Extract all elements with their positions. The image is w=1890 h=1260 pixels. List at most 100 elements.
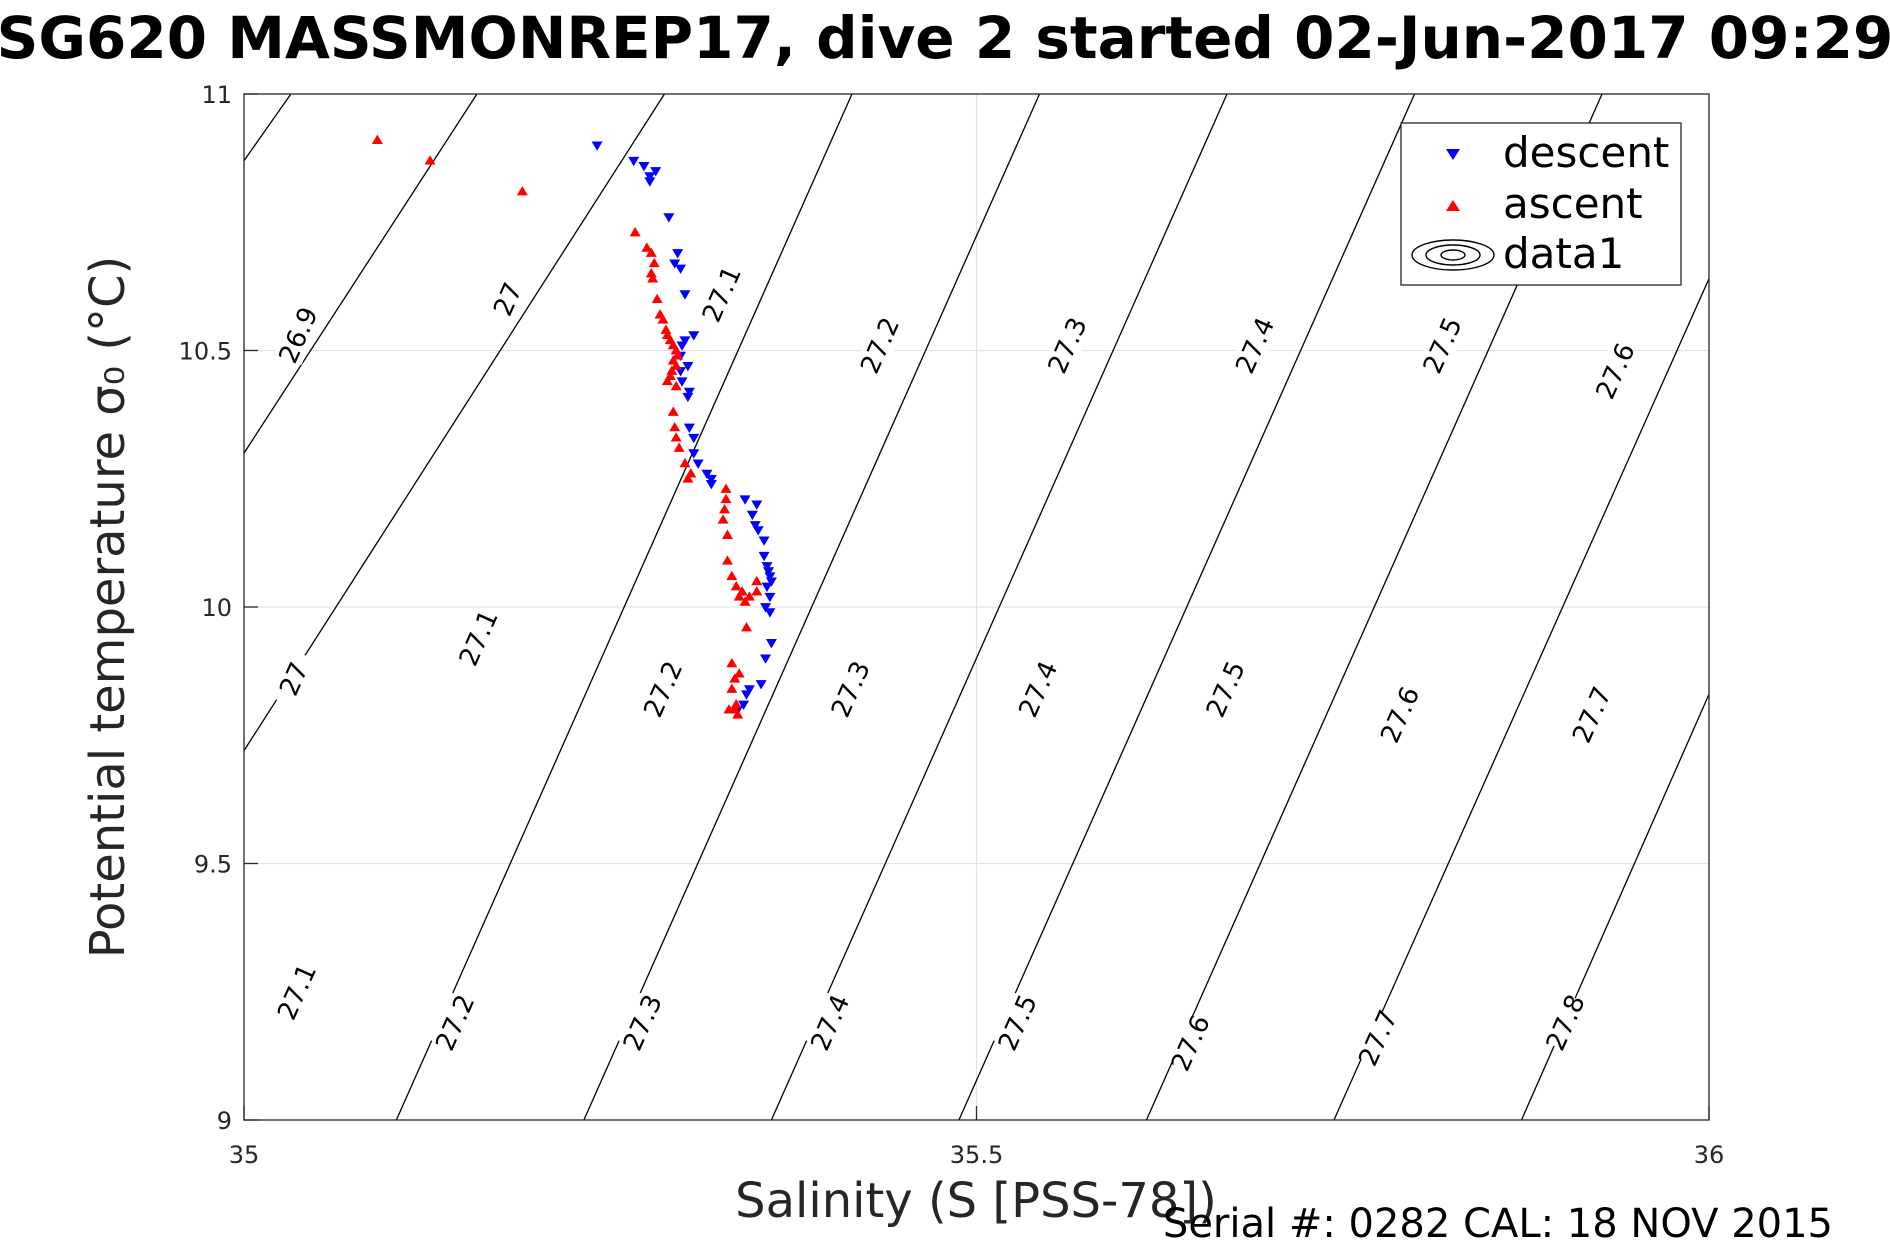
density-contour-line — [770, 93, 1228, 1121]
ascent-point — [679, 457, 691, 468]
descent-point — [755, 680, 767, 690]
descent-point — [683, 387, 695, 398]
y-tick-label: 10 — [201, 594, 232, 622]
descent-point — [675, 264, 687, 274]
contour-label-gap — [273, 305, 323, 365]
contour-label-gap — [638, 659, 688, 719]
ascent-point — [667, 406, 679, 416]
contour-label-gap — [1043, 315, 1092, 376]
grid-lines — [244, 94, 1709, 1120]
descent-point — [644, 172, 656, 182]
serial-cal-footer: Serial #: 0282 CAL: 18 NOV 2015 — [1163, 1201, 1833, 1247]
density-contour-line — [243, 93, 292, 162]
descent-point — [591, 141, 603, 151]
ascent-point — [726, 683, 738, 693]
descent-point — [758, 536, 770, 546]
contour-label-gap — [1353, 1008, 1403, 1068]
descent-point — [676, 377, 688, 387]
descent-point — [765, 639, 777, 649]
ascent-point — [629, 227, 641, 237]
contour-label-gap — [1375, 684, 1425, 745]
descent-point — [765, 577, 777, 587]
ascent-point — [730, 698, 742, 709]
axis-ticks: 35 35.5 36 9 9.5 10 10.5 11 — [179, 81, 1725, 1169]
descent-point — [746, 510, 758, 521]
descent-point — [705, 474, 717, 485]
descent-point — [650, 167, 662, 177]
contour-label-gap — [826, 659, 875, 719]
ascent-point — [641, 242, 653, 252]
ascent-point — [726, 570, 738, 581]
y-tick-label: 9.5 — [194, 851, 232, 879]
ascent-point — [651, 293, 663, 304]
ascent-point — [645, 268, 657, 278]
contour-label-gap — [697, 264, 746, 324]
x-tick-label: 36 — [1694, 1141, 1725, 1169]
ascent-point — [661, 375, 673, 386]
ascent-point — [666, 365, 678, 375]
ascent-point — [720, 493, 732, 504]
contour-label-gap — [1418, 315, 1467, 376]
descent-point — [752, 526, 764, 536]
descent-point — [738, 700, 750, 710]
descent-point — [749, 521, 761, 531]
ascent-point — [424, 155, 436, 165]
ascent-point — [657, 314, 669, 324]
ascent-point — [720, 483, 732, 493]
legend-box — [1400, 122, 1682, 286]
descent-point — [764, 608, 776, 618]
descent-point — [688, 331, 700, 341]
descent-point — [683, 423, 695, 433]
legend-data1-contour-icon — [1411, 239, 1495, 271]
legend-descent-label: descent — [1503, 128, 1669, 177]
contour-label-gap — [805, 992, 855, 1053]
ascent-point — [645, 247, 657, 257]
descent-point — [701, 469, 713, 480]
legend: descent ascent data1 — [1400, 122, 1682, 286]
contour-label-gap — [855, 315, 905, 376]
ascent-point — [729, 673, 741, 683]
contour-label-gap — [1590, 341, 1640, 401]
ascent-point — [719, 504, 731, 514]
x-tick-label: 35.5 — [950, 1141, 1003, 1169]
y-tick-label: 11 — [201, 81, 232, 109]
x-axis-title: Salinity (S [PSS-78]) — [735, 1173, 1217, 1229]
ascent-point — [660, 324, 672, 334]
ascent-point — [732, 709, 744, 719]
descent-point — [663, 213, 675, 223]
y-tick-label: 9 — [217, 1107, 232, 1135]
ascent-point — [371, 134, 383, 145]
descent-point — [692, 459, 704, 469]
density-contour-line — [958, 93, 1416, 1121]
ascent-point — [726, 657, 738, 668]
ascent-point — [516, 185, 528, 196]
descent-point — [764, 592, 776, 603]
density-contour-line — [583, 93, 1041, 1121]
legend-ascent-marker — [1446, 200, 1460, 211]
contour-label-gap — [993, 992, 1042, 1053]
contour-label-gap — [454, 607, 503, 668]
descent-point — [740, 690, 752, 700]
descent-point — [760, 654, 772, 664]
descent-point — [743, 685, 755, 695]
ascent-point — [739, 596, 751, 606]
density-contour-line — [243, 93, 666, 751]
ascent-point — [669, 421, 681, 432]
descent-point — [644, 177, 656, 187]
ascent-point — [740, 622, 752, 632]
descent-point — [705, 480, 717, 490]
density-contour-line — [1520, 693, 1710, 1121]
descent-point — [761, 562, 773, 572]
descent-point — [682, 362, 694, 372]
ascent-point — [730, 580, 742, 591]
descent-point — [676, 341, 688, 351]
ascent-point — [670, 345, 682, 355]
ascent-point — [672, 350, 684, 360]
ascent-point — [717, 514, 729, 524]
chart-title: SG620 MASSMONREP17, dive 2 started 02-Ju… — [0, 4, 1890, 72]
legend-descent-marker — [1446, 149, 1460, 160]
contour-label-gap — [272, 961, 322, 1022]
descent-point — [761, 582, 773, 592]
contour-label-gap — [1201, 659, 1250, 719]
ascent-point — [647, 273, 659, 283]
